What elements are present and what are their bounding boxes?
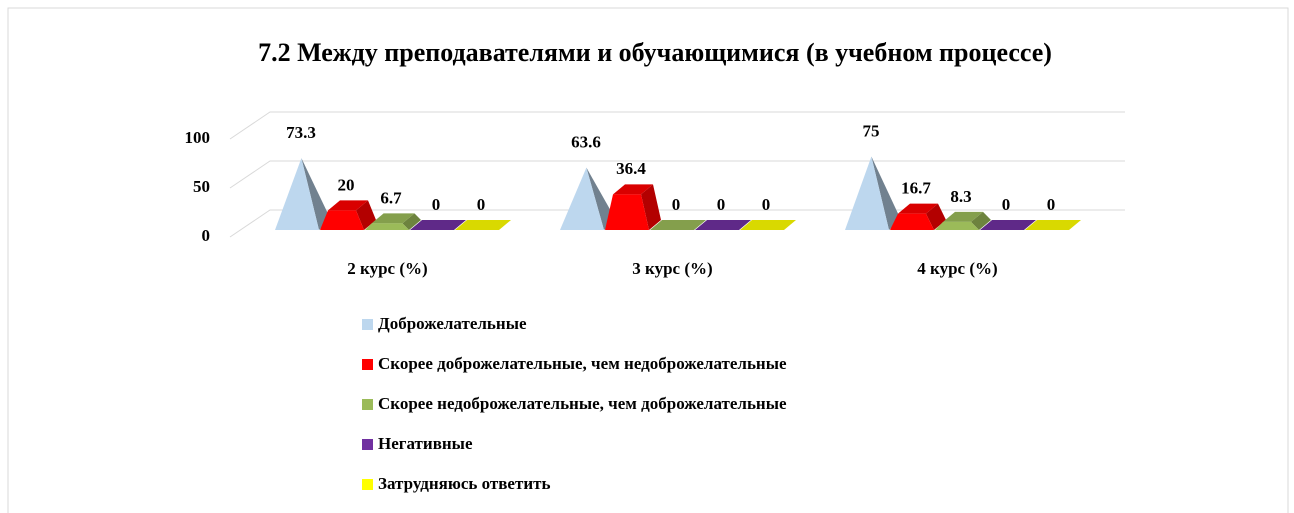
bar-top	[455, 220, 511, 230]
legend-label: Скорее доброжелательные, чем недоброжела…	[378, 354, 787, 373]
bar	[845, 156, 889, 230]
data-label: 16.7	[901, 179, 931, 198]
bar-top	[613, 184, 653, 195]
grid-line	[229, 209, 1125, 238]
bar-top	[410, 220, 466, 230]
grid-line	[229, 111, 1125, 140]
data-label: 36.4	[616, 159, 646, 178]
legend-swatch	[362, 359, 373, 370]
bar-top	[1025, 220, 1081, 230]
y-tick-label: 50	[193, 177, 210, 196]
data-label: 0	[1047, 195, 1056, 214]
legend-label: Доброжелательные	[378, 314, 527, 333]
bar-top	[898, 203, 938, 214]
bar	[320, 210, 364, 230]
bar-top	[371, 213, 415, 224]
legend-swatch	[362, 439, 373, 450]
data-label: 0	[1002, 195, 1011, 214]
bar-side	[971, 211, 991, 230]
legend-swatch	[362, 399, 373, 410]
bar-side	[926, 203, 946, 230]
bar	[275, 158, 319, 230]
data-label: 75	[863, 121, 880, 140]
bar-side	[402, 213, 421, 230]
data-label: 63.6	[571, 133, 601, 152]
bar-top	[328, 200, 368, 211]
bar-top	[943, 211, 983, 222]
data-label: 20	[338, 175, 355, 194]
bar-top	[695, 220, 751, 230]
y-tick-label: 100	[185, 128, 211, 147]
bar-top	[740, 220, 796, 230]
data-label: 0	[672, 195, 681, 214]
data-label: 0	[717, 195, 726, 214]
x-tick-label: 3 курс (%)	[632, 259, 712, 278]
legend-swatch	[362, 319, 373, 330]
legend-swatch	[362, 479, 373, 490]
data-label: 0	[432, 195, 441, 214]
data-label: 0	[762, 195, 771, 214]
bar-side	[641, 184, 661, 230]
x-tick-label: 4 курс (%)	[917, 259, 997, 278]
bar-side	[871, 156, 901, 230]
bar	[560, 167, 604, 230]
bar	[605, 194, 649, 230]
bar-top	[980, 220, 1036, 230]
grid-line	[229, 160, 1125, 189]
chart-frame	[7, 7, 1289, 513]
bar-side	[301, 158, 331, 230]
data-label: 8.3	[950, 187, 971, 206]
legend-label: Затрудняюсь ответить	[378, 474, 550, 493]
chart-title: 7.2 Между преподавателями и обучающимися…	[258, 38, 1052, 67]
bar	[935, 221, 979, 230]
legend-label: Негативные	[378, 434, 473, 453]
data-label: 0	[477, 195, 486, 214]
y-tick-label: 0	[202, 226, 211, 245]
bar-side	[356, 200, 376, 230]
x-tick-label: 2 курс (%)	[347, 259, 427, 278]
legend-label: Скорее недоброжелательные, чем доброжела…	[378, 394, 787, 413]
bar-top	[650, 220, 706, 230]
bar	[365, 223, 409, 230]
bar	[890, 213, 934, 230]
data-label: 6.7	[380, 188, 402, 207]
data-label: 73.3	[286, 123, 316, 142]
